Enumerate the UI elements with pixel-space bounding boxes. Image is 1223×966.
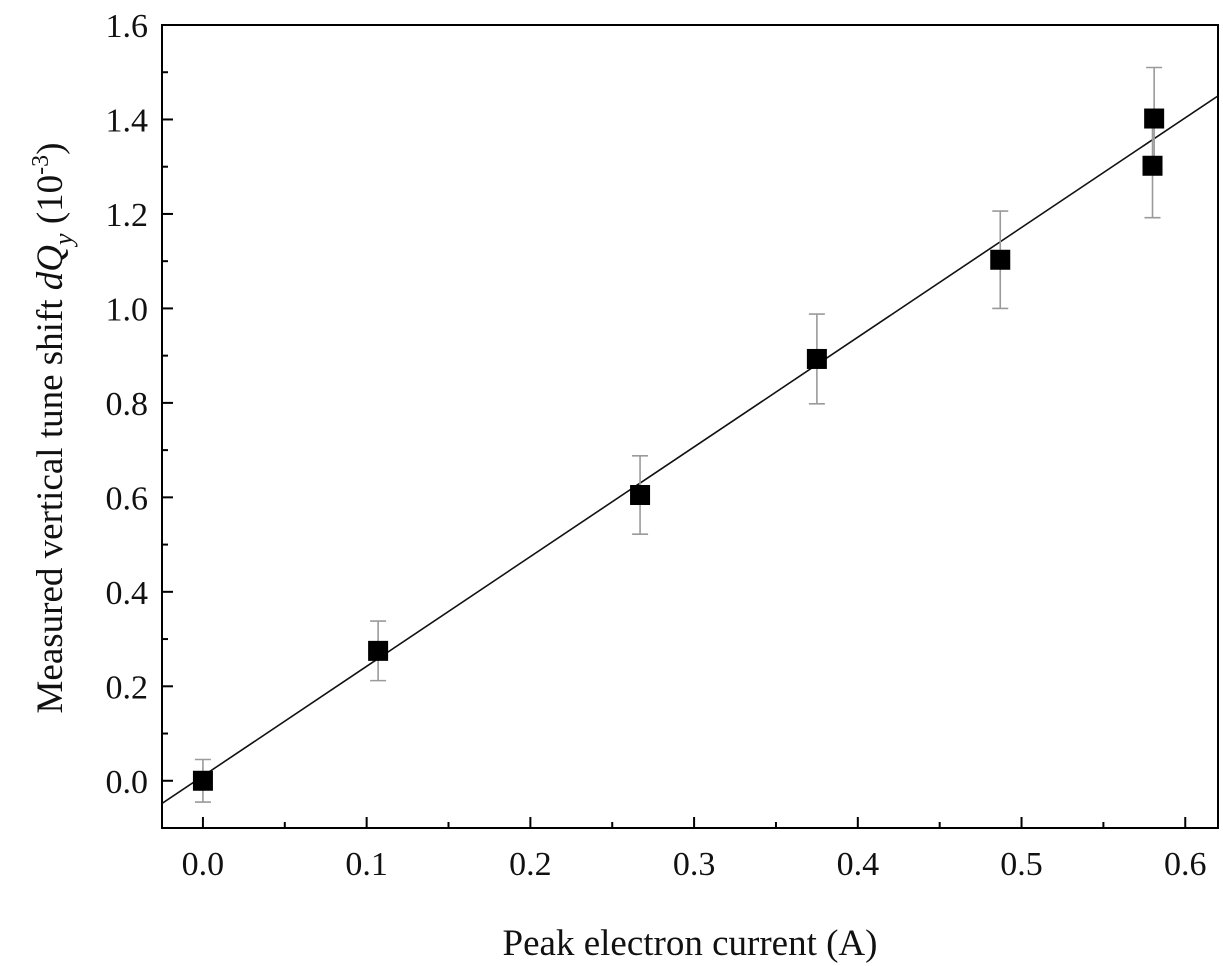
- x-tick-label: 0.0: [182, 846, 225, 883]
- x-tick-label: 0.4: [837, 846, 880, 883]
- y-axis-title-unit-exponent: -3: [28, 155, 54, 175]
- x-tick-label: 0.6: [1164, 846, 1207, 883]
- y-axis-title-subscript: y: [49, 233, 78, 248]
- y-axis-title: Measured vertical tune shift dQy (10-3): [28, 143, 78, 714]
- x-tick-label: 0.1: [345, 846, 388, 883]
- error-bars: [194, 66, 1163, 803]
- y-tick-label: 0.2: [106, 669, 149, 706]
- y-axis-title-prefix: Measured vertical tune shift: [30, 290, 71, 713]
- data-point: [990, 249, 1011, 270]
- y-tick-label: 1.0: [106, 291, 149, 328]
- plot-frame: [161, 24, 1219, 829]
- y-axis-title-unit-open: (10: [30, 175, 71, 234]
- y-tick-label: 1.2: [106, 197, 149, 234]
- data-point: [192, 770, 213, 791]
- data-point: [1144, 108, 1165, 129]
- x-tick-label: 0.3: [673, 846, 716, 883]
- x-axis-title: Peak electron current (A): [503, 923, 878, 964]
- y-tick-label: 0.8: [106, 386, 149, 423]
- data-point: [630, 484, 651, 505]
- y-tick-label: 1.6: [106, 8, 149, 45]
- y-axis-title-unit-close: ): [30, 143, 71, 155]
- y-tick-label: 1.4: [106, 102, 149, 139]
- y-tick-label: 0.6: [106, 480, 149, 517]
- y-tick-label: 0.0: [106, 764, 149, 801]
- x-tick-label: 0.2: [509, 846, 552, 883]
- y-axis-title-symbol: dQ: [30, 245, 71, 291]
- x-axis-ticks: 0.0 0.1 0.2 0.3 0.4 0.5 0.6: [182, 817, 1207, 883]
- data-points: [192, 108, 1165, 791]
- fit-line: [162, 95, 1218, 805]
- data-point: [368, 640, 389, 661]
- x-tick-label: 0.5: [1000, 846, 1043, 883]
- fit-line-layer: [162, 95, 1218, 805]
- y-tick-label: 0.4: [106, 575, 149, 612]
- data-point: [1142, 155, 1163, 176]
- y-axis-ticks: 0.0 0.2 0.4 0.6 0.8 1.0 1.2 1.4 1.6: [106, 8, 173, 801]
- data-point: [806, 348, 827, 369]
